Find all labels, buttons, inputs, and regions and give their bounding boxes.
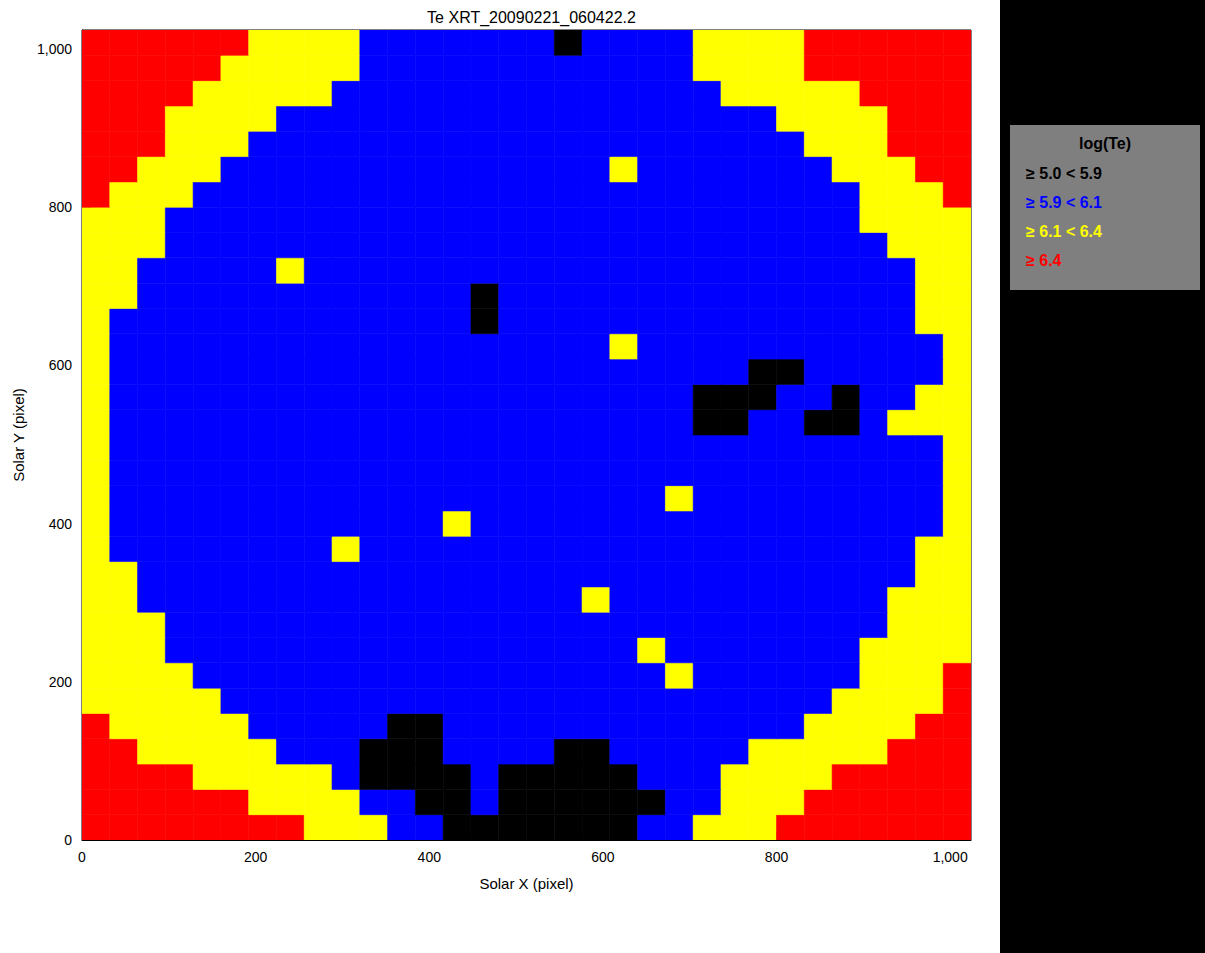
svg-text:600: 600 <box>591 849 615 865</box>
svg-text:≥ 5.0 < 5.9: ≥ 5.0 < 5.9 <box>1026 165 1102 182</box>
svg-text:400: 400 <box>49 516 73 532</box>
svg-text:Te XRT_20090221_060422.2: Te XRT_20090221_060422.2 <box>427 9 636 27</box>
svg-text:800: 800 <box>765 849 789 865</box>
svg-text:≥ 6.4: ≥ 6.4 <box>1026 252 1062 269</box>
svg-text:400: 400 <box>418 849 442 865</box>
svg-text:0: 0 <box>64 832 72 848</box>
svg-text:600: 600 <box>49 357 73 373</box>
svg-text:≥ 6.1 < 6.4: ≥ 6.1 < 6.4 <box>1026 223 1102 240</box>
svg-text:log(Te): log(Te) <box>1079 135 1131 152</box>
svg-text:0: 0 <box>78 849 86 865</box>
svg-text:200: 200 <box>49 674 73 690</box>
svg-text:1,000: 1,000 <box>933 849 968 865</box>
svg-text:1,000: 1,000 <box>37 41 72 57</box>
svg-text:200: 200 <box>244 849 268 865</box>
svg-text:Solar X (pixel): Solar X (pixel) <box>479 875 573 892</box>
svg-text:800: 800 <box>49 199 73 215</box>
svg-text:Solar Y (pixel): Solar Y (pixel) <box>10 388 27 482</box>
svg-text:≥ 5.9 < 6.1: ≥ 5.9 < 6.1 <box>1026 194 1102 211</box>
